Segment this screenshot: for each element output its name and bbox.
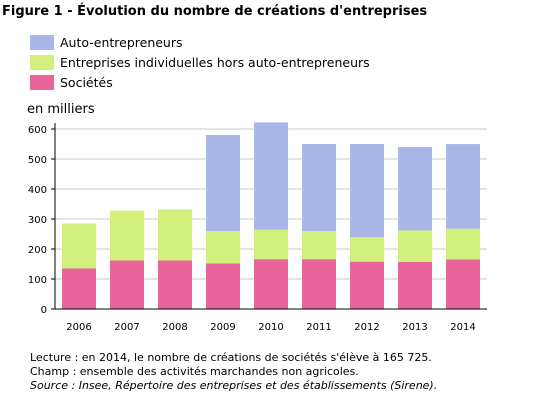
y-tick-label: 0 (41, 305, 47, 316)
bar-segment (398, 261, 432, 309)
bar-segment (446, 228, 480, 260)
bar-segment (110, 210, 144, 261)
bar-series (62, 122, 480, 309)
figure-title: Figure 1 - Évolution du nombre de créati… (2, 4, 428, 19)
chart-legend: Auto-entrepreneurs Entreprises individuel… (30, 32, 370, 92)
bar-segment (206, 263, 240, 309)
bar-segment (302, 259, 336, 309)
x-tick-label: 2009 (210, 322, 235, 333)
y-tick-label: 400 (28, 185, 47, 196)
x-tick-label: 2010 (258, 322, 283, 333)
x-tick-label: 2008 (162, 322, 187, 333)
x-tick-label: 2013 (402, 322, 427, 333)
y-tick-label: 600 (28, 125, 47, 136)
y-tick-label: 300 (28, 215, 47, 226)
bar-segment (350, 237, 384, 262)
bar-segment (254, 259, 288, 309)
y-tick-label: 500 (28, 155, 47, 166)
bar-segment (206, 135, 240, 231)
x-tick-labels: 2006 2007 2008 2009 2010 2011 2012 2013 2014 (66, 322, 475, 333)
bar-segment (110, 260, 144, 309)
x-tick-label: 2007 (114, 322, 139, 333)
x-tick-label: 2006 (66, 322, 91, 333)
bar-segment (158, 209, 192, 261)
y-tick-labels: 0 100 200 300 400 500 600 (28, 125, 47, 316)
bar-segment (350, 261, 384, 309)
legend-item: Sociétés (30, 72, 370, 92)
bar-segment (398, 147, 432, 231)
axes (51, 123, 487, 310)
note-source: Source : Insee, Répertoire des entrepris… (30, 379, 438, 392)
y-tick-label: 200 (28, 245, 47, 256)
legend-label: Auto-entrepreneurs (60, 34, 183, 50)
bar-segment (302, 231, 336, 260)
bar-segment (302, 144, 336, 231)
legend-swatch (30, 34, 54, 50)
figure-notes: Lecture : en 2014, le nombre de création… (30, 351, 437, 393)
bar-segment (206, 231, 240, 264)
y-tick-label: 100 (28, 275, 47, 286)
bar-segment (350, 144, 384, 237)
legend-item: Entreprises individuelles hors auto-entr… (30, 52, 370, 72)
x-tick-label: 2011 (306, 322, 331, 333)
y-axis-unit-label: en milliers (27, 102, 95, 117)
bar-segment (446, 259, 480, 309)
legend-item: Auto-entrepreneurs (30, 32, 370, 52)
bar-segment (158, 260, 192, 309)
bar-segment (254, 229, 288, 260)
note-lecture: Lecture : en 2014, le nombre de création… (30, 351, 432, 364)
legend-swatch (30, 74, 54, 90)
x-tick-label: 2012 (354, 322, 379, 333)
bar-segment (398, 230, 432, 262)
bar-segment (446, 144, 480, 229)
legend-label: Sociétés (60, 74, 113, 90)
bar-segment (254, 122, 288, 230)
bar-segment (62, 268, 96, 309)
legend-label: Entreprises individuelles hors auto-entr… (60, 54, 370, 70)
note-champ: Champ : ensemble des activités marchande… (30, 365, 359, 378)
legend-swatch (30, 54, 54, 70)
x-tick-label: 2014 (450, 322, 475, 333)
bar-segment (62, 223, 96, 269)
